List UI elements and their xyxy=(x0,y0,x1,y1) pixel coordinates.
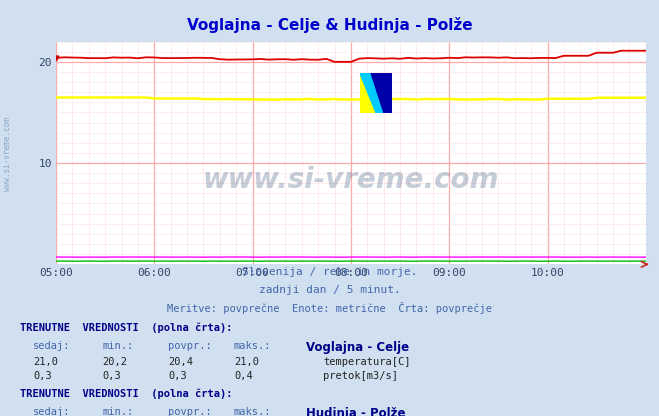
Text: TRENUTNE  VREDNOSTI  (polna črta):: TRENUTNE VREDNOSTI (polna črta): xyxy=(20,388,232,399)
Text: 0,3: 0,3 xyxy=(102,371,121,381)
Text: Meritve: povprečne  Enote: metrične  Črta: povprečje: Meritve: povprečne Enote: metrične Črta:… xyxy=(167,302,492,314)
Text: www.si-vreme.com: www.si-vreme.com xyxy=(203,166,499,193)
Polygon shape xyxy=(360,73,382,113)
Text: 0,4: 0,4 xyxy=(234,371,252,381)
Text: povpr.:: povpr.: xyxy=(168,407,212,416)
Text: pretok[m3/s]: pretok[m3/s] xyxy=(323,371,398,381)
Text: 21,0: 21,0 xyxy=(234,357,259,366)
Text: Voglajna - Celje & Hudinja - Polže: Voglajna - Celje & Hudinja - Polže xyxy=(186,17,473,32)
Text: Voglajna - Celje: Voglajna - Celje xyxy=(306,341,409,354)
Text: temperatura[C]: temperatura[C] xyxy=(323,357,411,366)
Text: sedaj:: sedaj: xyxy=(33,341,71,351)
Text: 20,2: 20,2 xyxy=(102,357,127,366)
Text: min.:: min.: xyxy=(102,341,133,351)
Text: TRENUTNE  VREDNOSTI  (polna črta):: TRENUTNE VREDNOSTI (polna črta): xyxy=(20,322,232,333)
Text: sedaj:: sedaj: xyxy=(33,407,71,416)
Text: 20,4: 20,4 xyxy=(168,357,193,366)
Text: Hudinja - Polže: Hudinja - Polže xyxy=(306,407,406,416)
Bar xyxy=(360,73,376,113)
Text: zadnji dan / 5 minut.: zadnji dan / 5 minut. xyxy=(258,285,401,295)
Text: povpr.:: povpr.: xyxy=(168,341,212,351)
Text: min.:: min.: xyxy=(102,407,133,416)
Text: 0,3: 0,3 xyxy=(33,371,51,381)
Text: maks.:: maks.: xyxy=(234,341,272,351)
Text: Slovenija / reke in morje.: Slovenija / reke in morje. xyxy=(242,267,417,277)
Bar xyxy=(376,73,392,113)
Text: maks.:: maks.: xyxy=(234,407,272,416)
Text: 0,3: 0,3 xyxy=(168,371,186,381)
Text: www.si-vreme.com: www.si-vreme.com xyxy=(3,117,13,191)
Polygon shape xyxy=(370,73,392,113)
Text: 21,0: 21,0 xyxy=(33,357,58,366)
